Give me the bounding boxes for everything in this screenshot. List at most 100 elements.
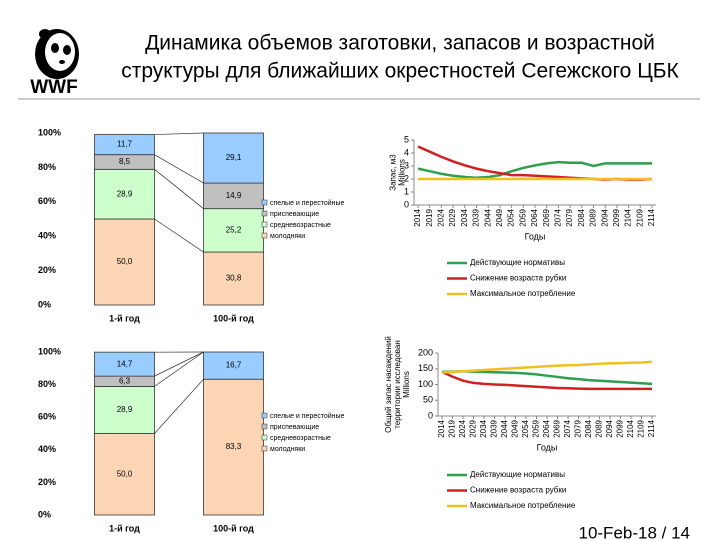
legend-label: Действующие нормативы [470, 258, 565, 267]
connector [154, 218, 204, 253]
x-tick-label: 2109 [635, 208, 644, 226]
value-label: 8,5 [119, 157, 131, 166]
legend-label: молодняки [270, 446, 305, 453]
y-tick-label: 20% [38, 265, 56, 275]
x-tick-label: 2014 [437, 419, 446, 437]
x-tick-label: 2029 [448, 208, 457, 226]
x-tick-label: 2049 [495, 208, 504, 226]
connector [154, 351, 204, 377]
legend-label: спелые и перестойные [270, 412, 345, 420]
connector [154, 132, 204, 135]
legend-swatch [261, 221, 268, 228]
footer: 10-Feb-18 / 14 [578, 523, 690, 540]
bar-segment [94, 433, 155, 516]
x-tick-label: 2034 [479, 419, 488, 437]
y-tick-label: 80% [38, 162, 56, 172]
legend-swatch [261, 412, 268, 419]
x-tick-label: 2039 [490, 419, 499, 437]
connector [154, 169, 204, 209]
x-tick-label: 2094 [605, 419, 614, 437]
bar-segment [203, 351, 264, 380]
legend-label: Максимальное потребление [470, 501, 576, 510]
x-tick-label: 2029 [469, 419, 478, 437]
y-tick-label: 150 [418, 363, 433, 373]
value-label: 50,0 [117, 469, 133, 478]
logo-text: WWF [30, 77, 77, 98]
x-tick-label: 1-й год [109, 523, 140, 533]
y-tick-label: 100% [38, 127, 61, 137]
line-series [441, 370, 652, 391]
line-series [417, 160, 652, 179]
bar-segment [203, 182, 264, 210]
value-label: 30,8 [226, 274, 242, 283]
y-tick-label: 4 [404, 147, 409, 157]
value-label: 6,3 [119, 376, 131, 385]
y-tick-label: 100 [418, 379, 433, 389]
y-tick-label: 0 [404, 199, 409, 209]
legend-label: средневозрастные [270, 222, 331, 229]
x-tick-label: 2049 [511, 419, 520, 437]
x-tick-label: 2069 [553, 419, 562, 437]
x-tick-label: 2019 [448, 419, 457, 437]
line-series [441, 370, 653, 386]
value-label: 14,9 [226, 191, 242, 200]
y-axis-title: Общий запас насаждений [384, 336, 393, 433]
x-tick-label: 2019 [425, 208, 434, 226]
legend-label: Действующие нормативы [470, 470, 565, 479]
x-tick-label: 100-й год [213, 313, 254, 323]
x-tick-label: 2064 [542, 419, 551, 437]
legend-label: Снижение возраста рубки [470, 486, 566, 495]
y-tick-label: 40% [38, 231, 56, 241]
x-tick-label: 2089 [595, 419, 604, 437]
x-tick-label: 2074 [554, 208, 563, 226]
bar-segment [203, 132, 264, 184]
y-tick-label: 60% [38, 412, 56, 422]
x-tick-label: 2044 [483, 208, 492, 226]
x-tick-label: 1-й год [109, 313, 140, 323]
x-tick-label: 2094 [600, 208, 609, 226]
legend-swatch [261, 199, 268, 206]
logo: WWF [30, 29, 79, 98]
connector [154, 378, 204, 434]
y-tick-label: 100% [38, 346, 61, 356]
x-tick-label: 2089 [589, 208, 598, 226]
legend-label: спелые и перестойные [270, 199, 345, 207]
x-tick-label: 2079 [574, 419, 583, 437]
title-line: структуры для ближайших окрестностей Сег… [121, 60, 679, 83]
value-label: 16,7 [226, 361, 242, 370]
value-label: 28,9 [117, 405, 133, 414]
x-tick-label: 2014 [413, 208, 422, 226]
x-tick-label: 2099 [616, 419, 625, 437]
x-tick-label: 2084 [584, 419, 593, 437]
bar-segment [203, 378, 264, 516]
y-tick-label: 60% [38, 196, 56, 206]
x-tick-label: 2114 [647, 208, 656, 226]
y-axis-title: территории исследован [393, 340, 402, 429]
legend-swatch [261, 434, 268, 441]
x-tick-label: 2054 [521, 419, 530, 437]
x-tick-label: 2074 [563, 419, 572, 437]
legend-label: приспевающие [270, 424, 319, 431]
value-label: 11,7 [117, 140, 133, 149]
title-line: Динамика объемов заготовки, запасов и во… [145, 32, 655, 55]
y-tick-label: 2 [404, 173, 409, 183]
y-tick-label: 50 [423, 395, 433, 405]
bar-segment [94, 351, 155, 377]
x-tick-label: 2084 [577, 208, 586, 226]
x-tick-label: 2104 [626, 419, 635, 437]
value-label: 14,7 [117, 359, 133, 368]
legend-swatch [261, 445, 268, 452]
value-label: 83,3 [226, 442, 242, 451]
legend-label: молодняки [270, 233, 305, 240]
x-tick-label: 2039 [472, 208, 481, 226]
y-tick-label: 80% [38, 379, 56, 389]
legend-label: средневозрастные [270, 435, 331, 442]
x-tick-label: 2104 [624, 208, 633, 226]
legend-label: Максимальное потребление [470, 289, 576, 298]
bar-segment [203, 208, 264, 253]
x-tick-label: 2109 [637, 419, 646, 437]
x-tick-label: 2099 [612, 208, 621, 226]
x-tick-label: 2114 [647, 419, 656, 437]
y-tick-label: 5 [404, 134, 409, 144]
line-series [441, 360, 653, 374]
